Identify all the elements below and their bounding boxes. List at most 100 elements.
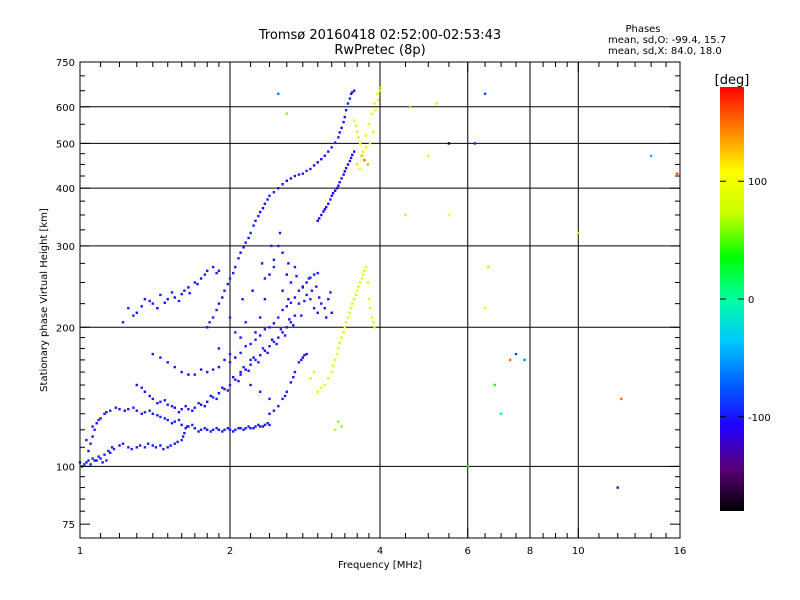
data-point bbox=[330, 370, 333, 374]
data-point bbox=[193, 406, 196, 409]
data-point bbox=[146, 442, 150, 445]
data-point bbox=[281, 183, 284, 186]
data-point bbox=[297, 173, 301, 176]
data-point bbox=[254, 338, 257, 341]
data-point bbox=[318, 296, 321, 299]
data-point bbox=[261, 347, 265, 350]
axis-ticks bbox=[79, 61, 681, 538]
data-point bbox=[140, 386, 143, 389]
data-point bbox=[343, 170, 346, 173]
data-point bbox=[323, 154, 326, 157]
data-point bbox=[361, 154, 365, 157]
data-point bbox=[292, 324, 295, 327]
data-point bbox=[239, 370, 242, 374]
data-point bbox=[166, 446, 169, 449]
data-point bbox=[166, 403, 169, 406]
data-point bbox=[366, 281, 369, 284]
data-point bbox=[404, 213, 407, 217]
data-point bbox=[338, 341, 341, 345]
data-point bbox=[140, 305, 143, 308]
data-point bbox=[251, 289, 254, 292]
data-point bbox=[364, 134, 368, 137]
data-point bbox=[277, 92, 280, 95]
data-point bbox=[237, 257, 240, 260]
data-point bbox=[257, 361, 260, 364]
x-axis-label: Frequency [MHz] bbox=[338, 560, 422, 571]
colorbar-tick-label: 100 bbox=[748, 177, 767, 188]
data-point bbox=[203, 273, 206, 276]
data-point bbox=[344, 166, 348, 170]
y-tick-label: 400 bbox=[56, 184, 75, 195]
data-point bbox=[293, 265, 297, 269]
data-point bbox=[135, 446, 138, 449]
data-point bbox=[180, 408, 183, 411]
data-point bbox=[135, 311, 138, 314]
data-point bbox=[346, 163, 350, 166]
data-point bbox=[344, 321, 348, 324]
data-point bbox=[193, 427, 196, 430]
data-point bbox=[237, 427, 240, 430]
data-point bbox=[91, 425, 94, 428]
data-point bbox=[187, 425, 190, 428]
data-point bbox=[85, 461, 88, 464]
data-point bbox=[285, 305, 288, 308]
data-point bbox=[329, 291, 332, 294]
data-point bbox=[99, 457, 102, 460]
data-point bbox=[180, 292, 183, 296]
x-tick-label: 4 bbox=[377, 546, 383, 557]
data-point bbox=[242, 428, 245, 431]
data-point bbox=[242, 246, 245, 249]
data-point bbox=[310, 289, 314, 292]
data-point bbox=[293, 296, 297, 299]
data-point bbox=[138, 444, 142, 447]
data-point bbox=[118, 444, 121, 447]
data-point bbox=[353, 119, 356, 122]
data-point bbox=[285, 273, 288, 276]
data-point bbox=[91, 435, 94, 438]
data-point bbox=[252, 427, 255, 430]
data-point bbox=[263, 277, 267, 280]
data-point bbox=[353, 150, 356, 153]
data-point bbox=[239, 351, 242, 355]
data-point bbox=[268, 412, 271, 415]
data-point bbox=[206, 370, 209, 374]
data-point bbox=[154, 446, 158, 449]
data-point bbox=[379, 86, 383, 89]
data-point bbox=[293, 314, 297, 317]
data-point bbox=[151, 412, 154, 415]
data-point bbox=[435, 102, 438, 105]
x-tick-label: 1 bbox=[77, 546, 83, 557]
data-point bbox=[199, 428, 203, 431]
data-point bbox=[184, 427, 187, 430]
data-point bbox=[252, 356, 255, 359]
data-point bbox=[316, 219, 319, 222]
data-point bbox=[268, 326, 271, 329]
data-point bbox=[364, 146, 368, 149]
phase-colorbar: [deg] 100 0 -100 bbox=[715, 73, 771, 511]
colorbar-tick-label: 0 bbox=[748, 295, 754, 306]
data-point bbox=[337, 420, 340, 423]
data-point bbox=[89, 463, 92, 466]
y-tick-label: 100 bbox=[56, 462, 75, 473]
data-point bbox=[166, 298, 169, 301]
data-point bbox=[356, 163, 359, 166]
data-point bbox=[301, 285, 304, 288]
data-point bbox=[337, 136, 340, 139]
data-point bbox=[209, 430, 212, 433]
data-point bbox=[377, 99, 380, 102]
data-point bbox=[191, 409, 194, 412]
data-point bbox=[281, 397, 284, 401]
data-point bbox=[331, 192, 335, 195]
data-point bbox=[373, 326, 376, 329]
data-point bbox=[206, 269, 209, 272]
data-point bbox=[409, 105, 412, 108]
data-point bbox=[254, 219, 257, 222]
data-point bbox=[309, 377, 312, 380]
data-point bbox=[143, 390, 147, 393]
data-point bbox=[156, 402, 159, 405]
data-point bbox=[159, 293, 162, 297]
data-point bbox=[249, 363, 252, 366]
data-point bbox=[242, 365, 245, 369]
data-point bbox=[342, 120, 345, 124]
